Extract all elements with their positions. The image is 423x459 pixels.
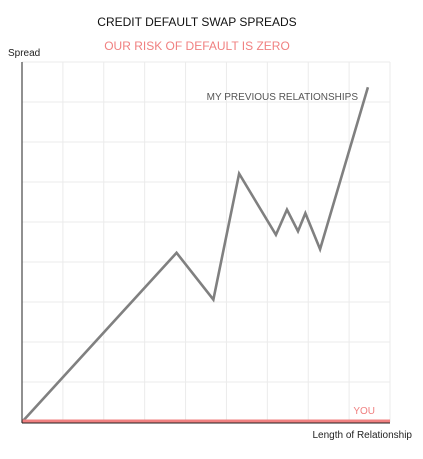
series-label-previous-relationships: MY PREVIOUS RELATIONSHIPS	[207, 92, 359, 103]
grid	[22, 61, 391, 422]
series-layer	[21, 86, 390, 423]
y-axis-label: Spread	[8, 48, 40, 59]
series-label-you: YOU	[353, 406, 375, 417]
chart-subtitle: OUR RISK OF DEFAULT IS ZERO	[104, 39, 290, 53]
x-axis-label: Length of Relationship	[312, 430, 412, 441]
series-line-previous-relationships	[21, 86, 370, 423]
chart-title: CREDIT DEFAULT SWAP SPREADS	[97, 15, 296, 29]
